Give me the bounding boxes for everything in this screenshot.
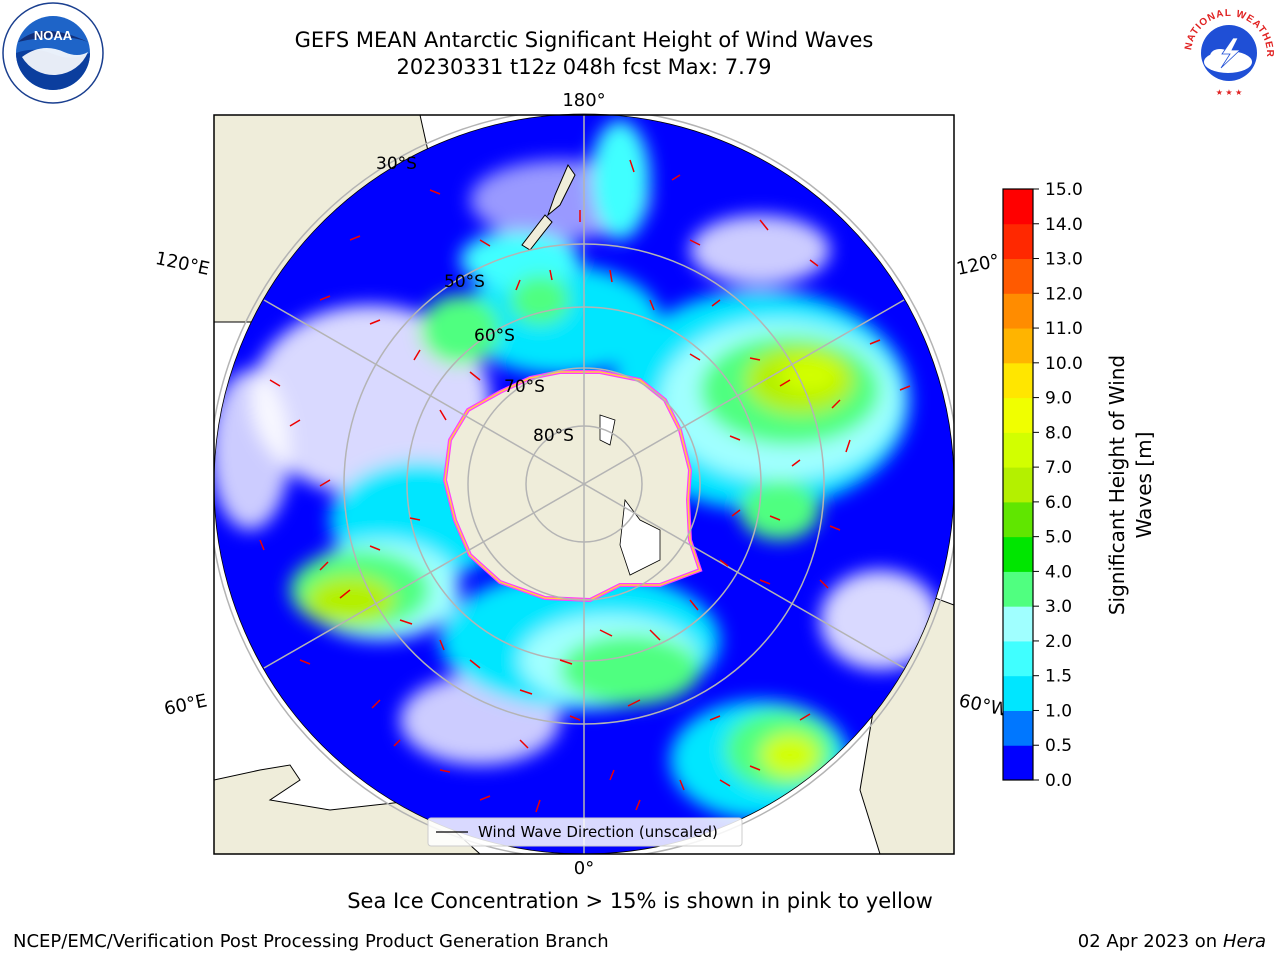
colorbar-segment [1003, 571, 1033, 607]
colorbar-segment [1003, 432, 1033, 468]
noaa-logo-text: NOAA [34, 28, 73, 43]
nws-logo: NATIONAL WEATHER SERVICE ★ ★ ★ [1178, 2, 1276, 98]
map-frame [213, 114, 955, 855]
lat-label-80s: 80°S [533, 426, 574, 446]
map-legend: Wind Wave Direction (unscaled) [427, 817, 743, 847]
colorbar-frame [1002, 188, 1034, 781]
colorbar-segment [1003, 606, 1033, 642]
lon-label-180: 180° [562, 90, 605, 111]
colorbar-tick-label: 11.0 [1045, 319, 1083, 339]
colorbar-tick-label: 6.0 [1045, 493, 1072, 513]
lon-label-120w: 120° [955, 250, 1002, 280]
ice-shelf [599, 414, 616, 446]
colorbar: 0.0 0.5 1.0 1.5 2.0 3.0 4.0 5.0 6.0 7.0 8.0 9.0 10.0… [1003, 180, 1083, 791]
wind-wave-arrows [259, 159, 911, 813]
footer-machine: Hera [1222, 931, 1266, 952]
antarctica [442, 370, 703, 603]
footer-credit: NCEP/EMC/Verification Post Processing Pr… [13, 931, 609, 952]
colorbar-segment [1003, 640, 1033, 677]
colorbar-tick-label: 8.0 [1045, 423, 1072, 443]
colorbar-segment [1003, 397, 1033, 433]
lat-label-30s: 30°S [376, 154, 417, 174]
chart-title-line-2: 20230331 t12z 048h fcst Max: 7.79 [396, 55, 772, 79]
sea-ice-edge [444, 371, 701, 601]
colorbar-segment [1003, 189, 1033, 225]
colorbar-segment [1003, 710, 1033, 746]
colorbar-tick-label: 1.5 [1045, 667, 1072, 687]
footer-date: 02 Apr 2023 on Hera [1078, 931, 1266, 952]
lon-label-60w: 60°W [957, 690, 1010, 721]
colorbar-segment [1003, 467, 1033, 503]
colorbar-segment [1003, 536, 1033, 572]
lat-label-70s: 70°S [504, 377, 545, 397]
colorbar-segment [1003, 362, 1033, 399]
arrow [629, 159, 635, 173]
lon-label-60e: 60°E [162, 690, 209, 720]
footer-date-text: 02 Apr 2023 on [1077, 931, 1223, 952]
colorbar-tick-label: 3.0 [1045, 597, 1072, 617]
svg-text:★ ★ ★: ★ ★ ★ [1216, 88, 1243, 97]
wave-height-field [214, 114, 954, 854]
colorbar-tick-label: 9.0 [1045, 389, 1072, 409]
colorbar-segment [1003, 328, 1033, 364]
colorbar-tick-label: 10.0 [1045, 354, 1083, 374]
graticule [214, 115, 954, 854]
colorbar-tick-label: 4.0 [1045, 562, 1072, 582]
colorbar-tick-label: 14.0 [1045, 215, 1083, 235]
colorbar-tick-label: 1.0 [1045, 701, 1072, 721]
colorbar-tick-label: 12.0 [1045, 284, 1083, 304]
colorbar-tick-label: 15.0 [1045, 180, 1083, 200]
lat-label-50s: 50°S [444, 272, 485, 292]
colorbar-tick-label: 5.0 [1045, 528, 1072, 548]
chart-title-line-1: GEFS MEAN Antarctic Significant Height o… [294, 28, 874, 52]
colorbar-tick-label: 0.0 [1045, 771, 1072, 791]
colorbar-segment [1003, 293, 1033, 329]
lon-label-0: 0° [574, 858, 594, 879]
lon-label-120e: 120°E [153, 248, 211, 280]
colorbar-tick-label: 2.0 [1045, 632, 1072, 652]
lat-label-60s: 60°S [474, 326, 515, 346]
colorbar-label-line-1: Significant Height of Wind [1105, 355, 1129, 615]
meridian-60e-120w [263, 299, 905, 669]
colorbar-segment [1003, 223, 1033, 260]
colorbar-segment [1003, 501, 1033, 538]
colorbar-tick-label: 0.5 [1045, 736, 1072, 756]
colorbar-segment [1003, 675, 1033, 711]
colorbar-tick-label: 7.0 [1045, 458, 1072, 478]
noaa-logo: NOAA [2, 2, 104, 104]
sea-ice-note: Sea Ice Concentration > 15% is shown in … [347, 889, 933, 913]
colorbar-segment [1003, 745, 1033, 781]
colorbar-segment [1003, 258, 1033, 294]
colorbar-tick-label: 13.0 [1045, 250, 1083, 270]
legend-label: Wind Wave Direction (unscaled) [478, 823, 718, 841]
colorbar-label-line-2: Waves [m] [1132, 432, 1156, 539]
